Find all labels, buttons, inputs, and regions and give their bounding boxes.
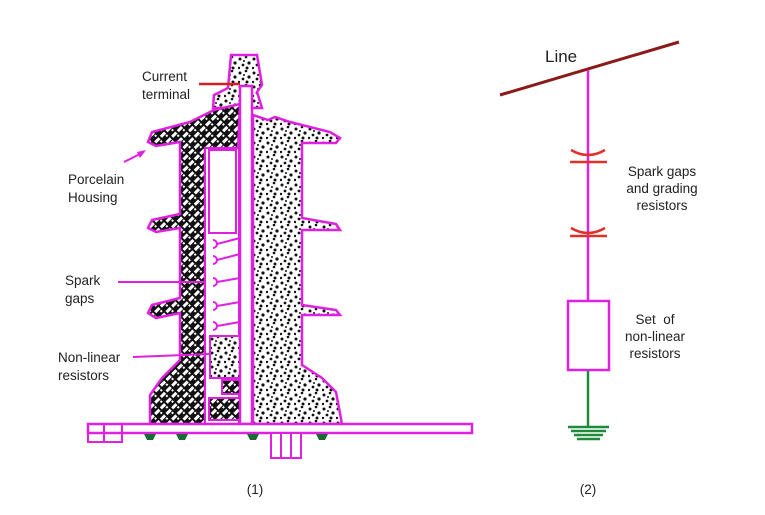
non-linear-resistors-label-2: resistors [58,368,109,383]
ground-terminal-block [270,432,302,459]
resistor-set-label-1: Set of [635,312,674,327]
line-label: Line [545,47,577,66]
spark-gap-stack [212,237,241,331]
line-conductor [499,40,680,97]
porcelain-arrowhead [137,150,146,158]
resistor-set-label-3: resistors [629,346,680,361]
arrester-cross-section: Current terminal Porcelain Housing Spark… [58,53,474,497]
spark-gap-symbol-1 [570,148,607,164]
spark-gaps-grading-label-2: and grading [626,181,697,196]
spacer-block-1 [221,379,241,395]
non-linear-resistors-pointer [132,353,211,358]
porcelain-housing-label-2: Housing [68,190,118,205]
spark-gaps-label-2: gaps [65,291,95,306]
equivalent-circuit: Line Spark gaps and grading resistors Se… [499,40,698,497]
non-linear-resistor-block [209,335,241,379]
base-plate [86,422,474,435]
top-cap [211,53,264,110]
ground-symbol-icon [568,425,609,441]
non-linear-resistor-symbol [566,299,611,372]
figure-1-caption: (1) [247,482,264,497]
mounting-bolts [144,434,328,440]
porcelain-housing-right [251,113,344,426]
spark-gap-symbol-2 [570,226,607,238]
figure-2-caption: (2) [580,482,597,497]
non-linear-resistors-label-1: Non-linear [58,350,121,365]
central-rod [238,84,254,426]
current-terminal-label-1: Current [142,69,187,84]
porcelain-housing-label-1: Porcelain [68,172,124,187]
spacer-block-2 [208,397,241,421]
resistor-set-label-2: non-linear [625,329,686,344]
spark-gaps-grading-label-1: Spark gaps [628,164,697,179]
spark-gaps-label-1: Spark [65,273,101,288]
current-terminal-label-2: terminal [142,87,190,102]
grading-resistor-column [208,149,237,234]
spark-gaps-grading-label-3: resistors [636,198,687,213]
